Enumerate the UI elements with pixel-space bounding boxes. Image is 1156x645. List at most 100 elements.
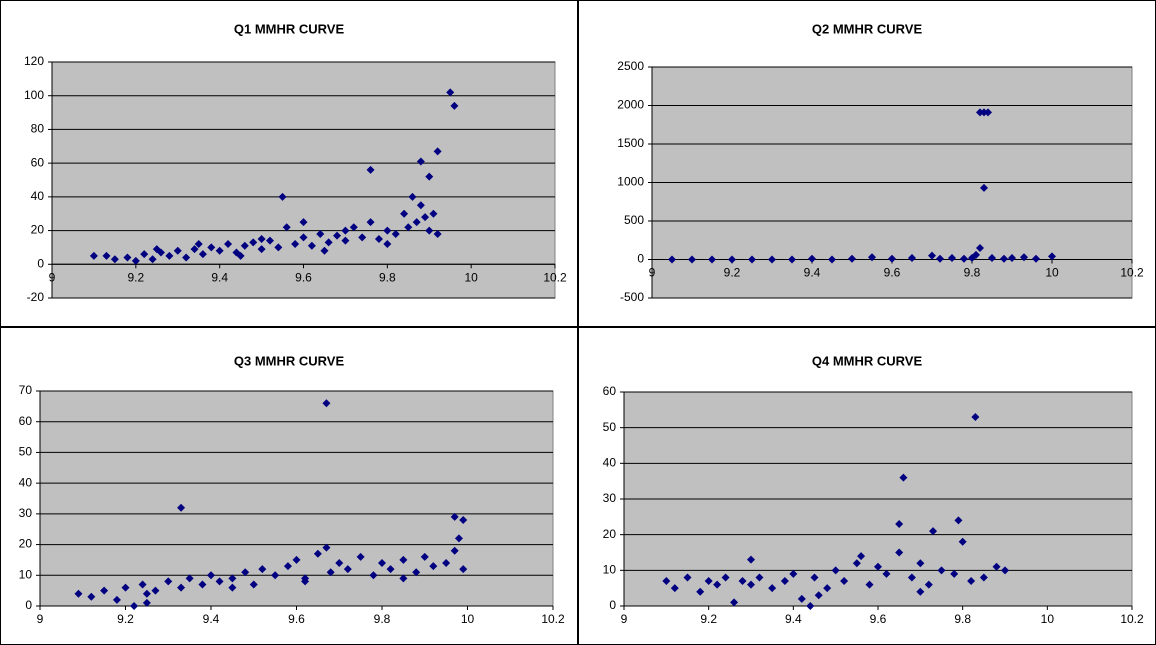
point — [823, 584, 832, 593]
point — [1000, 254, 1008, 263]
y-tick-label: 120 — [24, 54, 44, 68]
point — [228, 583, 237, 592]
point — [307, 241, 316, 250]
point — [257, 235, 266, 243]
point — [326, 568, 335, 577]
x-tick-label: 9.4 — [203, 612, 220, 626]
point — [704, 577, 713, 586]
y-tick-label: 80 — [31, 122, 45, 136]
point — [282, 223, 291, 232]
point — [341, 226, 350, 235]
point — [433, 229, 442, 238]
y-tick-label: -500 — [620, 290, 644, 304]
point — [257, 245, 266, 254]
point — [140, 250, 149, 259]
point — [151, 586, 160, 595]
point — [425, 226, 434, 235]
x-tick-label: 9.2 — [724, 266, 741, 280]
y-tick-label: 50 — [603, 420, 617, 434]
point — [420, 552, 429, 561]
point — [291, 240, 300, 249]
point — [265, 236, 274, 245]
point — [755, 573, 764, 582]
y-tick-label: 20 — [31, 223, 45, 237]
point — [386, 565, 395, 574]
point — [972, 250, 980, 259]
point — [450, 101, 459, 110]
point — [814, 591, 823, 600]
point — [429, 209, 438, 218]
x-tick-label: 10.2 — [1120, 612, 1144, 626]
x-tick-label: 9.6 — [295, 270, 312, 284]
y-tick-label: -20 — [27, 290, 45, 304]
point — [369, 571, 378, 580]
x-tick-label: 10 — [461, 612, 475, 626]
point — [730, 598, 739, 607]
x-tick-label: 9.6 — [870, 612, 887, 626]
x-tick-label: 10.2 — [541, 612, 565, 626]
point — [142, 589, 151, 598]
x-tick-label: 9 — [649, 266, 656, 280]
point — [446, 88, 455, 97]
point — [356, 552, 365, 561]
point — [899, 473, 908, 482]
point — [383, 240, 392, 249]
point — [240, 241, 249, 250]
point — [429, 562, 438, 571]
point — [173, 246, 182, 255]
point — [249, 580, 258, 589]
chart-title: Q2 MMHR CURVE — [812, 21, 923, 36]
point — [320, 246, 329, 255]
y-tick-label: 20 — [603, 527, 617, 541]
x-tick-label: 9 — [37, 612, 44, 626]
point — [324, 238, 333, 247]
point — [865, 580, 874, 589]
point — [177, 503, 186, 512]
point — [728, 255, 736, 264]
point — [459, 565, 468, 574]
point — [333, 231, 342, 240]
point — [828, 255, 836, 264]
x-tick-label: 10 — [1045, 266, 1059, 280]
point — [416, 157, 425, 166]
point — [831, 566, 840, 575]
point — [148, 255, 157, 264]
point — [882, 569, 891, 578]
point — [688, 255, 696, 264]
point — [283, 562, 292, 571]
point — [988, 253, 996, 262]
point — [131, 256, 140, 265]
x-tick-label: 9.6 — [288, 612, 305, 626]
x-tick-label: 9 — [621, 612, 628, 626]
point — [747, 555, 755, 564]
point — [274, 243, 283, 252]
point — [215, 577, 224, 586]
point — [450, 512, 459, 521]
point — [916, 559, 925, 568]
point — [668, 255, 676, 264]
point — [165, 251, 174, 260]
point — [967, 577, 976, 586]
point — [341, 236, 350, 245]
plot-area — [51, 61, 556, 299]
y-tick-label: 2000 — [617, 98, 644, 112]
point — [421, 213, 430, 222]
point — [980, 183, 988, 192]
point — [888, 254, 896, 263]
point — [450, 546, 459, 555]
point — [768, 584, 777, 593]
x-tick-label: 9.8 — [964, 266, 981, 280]
point — [868, 253, 876, 262]
point — [979, 573, 988, 582]
y-tick-label: 2500 — [617, 59, 644, 73]
point — [442, 559, 451, 567]
point — [954, 516, 963, 525]
point — [670, 584, 679, 593]
point — [950, 569, 959, 578]
point — [130, 602, 139, 610]
y-tick-label: 60 — [603, 384, 617, 398]
point — [984, 108, 992, 117]
point — [747, 580, 755, 589]
